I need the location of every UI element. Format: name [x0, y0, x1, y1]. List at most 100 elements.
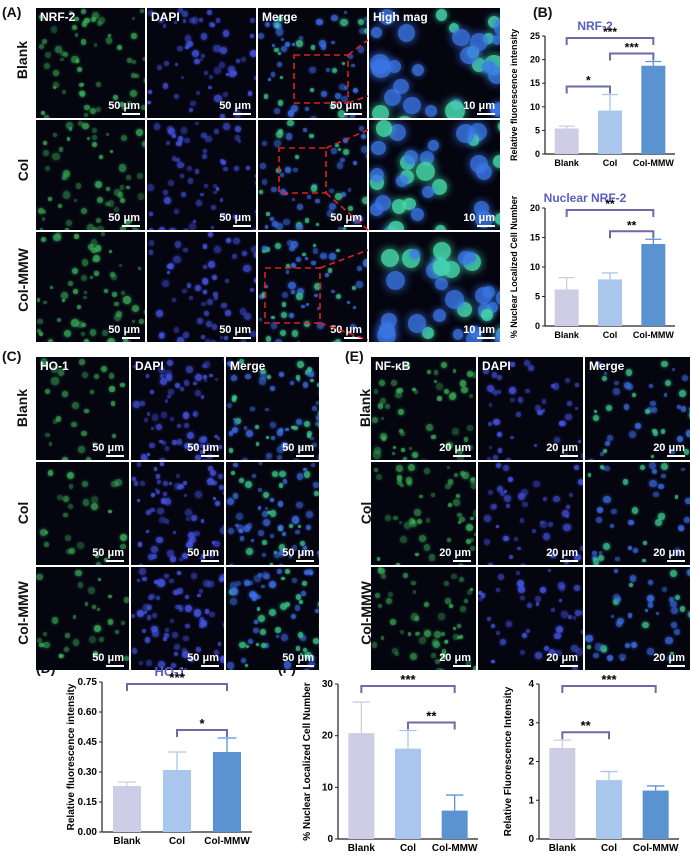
- cell-mark: [488, 490, 494, 495]
- cell-mark: [258, 33, 264, 39]
- cell-mark: [600, 645, 608, 652]
- y-tick-label: 0.30: [78, 767, 98, 778]
- cell-mark: [93, 42, 98, 47]
- cell-mark: [145, 510, 151, 516]
- cell-mark: [562, 510, 570, 518]
- scale-bar-label: 20 μm: [653, 442, 685, 454]
- cell-mark: [181, 11, 189, 18]
- cell-mark: [200, 395, 205, 400]
- scale-bar: 20 μm: [653, 652, 685, 667]
- cell-mark: [199, 555, 206, 562]
- cell-mark: [219, 62, 225, 68]
- micrograph-tile: 50 μm: [131, 462, 224, 565]
- scale-bar: 50 μm: [330, 212, 362, 227]
- significance-label: **: [605, 197, 615, 211]
- cell-mark: [239, 535, 245, 541]
- cell-mark: [493, 418, 500, 426]
- cell-mark: [168, 128, 175, 135]
- cell-mark: [316, 550, 319, 555]
- cell-mark: [291, 516, 300, 524]
- cell-mark: [150, 545, 159, 554]
- cell-mark: [168, 481, 172, 485]
- cell-mark: [431, 178, 448, 195]
- cell-mark: [433, 369, 439, 375]
- cell-mark: [90, 107, 97, 114]
- cell-mark: [89, 636, 97, 643]
- cell-mark: [277, 129, 283, 135]
- cell-mark: [67, 503, 73, 509]
- cell-mark: [245, 373, 252, 380]
- cell-mark: [160, 373, 165, 379]
- cell-mark: [317, 420, 319, 428]
- cell-mark: [291, 578, 297, 583]
- cell-mark: [83, 339, 90, 342]
- cell-mark: [155, 490, 160, 495]
- bar-col: [395, 748, 421, 839]
- cell-mark: [274, 552, 281, 559]
- cell-mark: [277, 100, 284, 106]
- y-tick-label: 5: [535, 292, 540, 302]
- cell-mark: [341, 62, 345, 66]
- cell-mark: [231, 426, 238, 433]
- cell-mark: [343, 86, 348, 91]
- cell-mark: [131, 648, 138, 654]
- cell-mark: [123, 337, 128, 342]
- cell-mark: [250, 331, 256, 338]
- cell-mark: [287, 120, 294, 127]
- scale-bar-label: 20 μm: [546, 652, 578, 664]
- cell-mark: [101, 365, 108, 372]
- cell-mark: [279, 188, 286, 195]
- cell-mark: [415, 553, 419, 557]
- micrograph-tile: 50 μm: [131, 567, 224, 670]
- cell-mark: [120, 290, 125, 295]
- zoom-line: [325, 192, 369, 231]
- bar-col: [596, 780, 622, 839]
- cell-mark: [277, 454, 283, 460]
- cell-mark: [311, 260, 316, 266]
- cell-mark: [172, 631, 179, 638]
- cell-mark: [231, 470, 235, 475]
- cell-mark: [517, 546, 521, 551]
- cell-mark: [624, 404, 630, 410]
- cell-mark: [478, 590, 483, 596]
- cell-mark: [547, 522, 554, 528]
- cell-mark: [509, 362, 515, 367]
- cell-mark: [331, 14, 338, 21]
- cell-mark: [309, 87, 314, 92]
- cell-mark: [371, 416, 378, 423]
- cell-mark: [469, 155, 488, 174]
- panel-label-a: (A): [2, 4, 22, 20]
- scale-bar: 50 μm: [92, 547, 124, 562]
- cell-mark: [110, 401, 116, 406]
- cell-mark: [108, 200, 115, 207]
- cell-mark: [233, 214, 238, 220]
- cell-mark: [197, 317, 204, 324]
- cell-mark: [434, 658, 440, 665]
- cell-mark: [300, 653, 304, 657]
- cell-mark: [266, 336, 272, 342]
- cell-mark: [182, 288, 187, 293]
- scale-bar-label: 50 μm: [92, 547, 124, 559]
- cell-mark: [520, 595, 525, 601]
- cell-mark: [351, 63, 355, 68]
- cell-mark: [314, 491, 319, 496]
- cell-mark: [266, 375, 271, 379]
- scale-bar-line: [560, 665, 578, 667]
- cell-mark: [62, 176, 67, 180]
- cell-mark: [92, 11, 100, 20]
- cell-mark: [280, 634, 288, 642]
- cell-mark: [137, 266, 141, 271]
- scale-bar-line: [122, 113, 140, 115]
- cell-mark: [119, 102, 124, 107]
- cell-mark: [231, 588, 238, 595]
- cell-mark: [52, 152, 60, 160]
- cell-mark: [97, 196, 104, 204]
- y-tick-label: 10: [322, 782, 334, 793]
- cell-mark: [108, 509, 112, 514]
- cell-mark: [266, 510, 271, 515]
- cell-mark: [223, 524, 224, 528]
- cell-mark: [169, 227, 176, 230]
- scale-bar: 20 μm: [439, 442, 471, 457]
- cell-mark: [453, 499, 460, 507]
- cell-mark: [173, 483, 181, 490]
